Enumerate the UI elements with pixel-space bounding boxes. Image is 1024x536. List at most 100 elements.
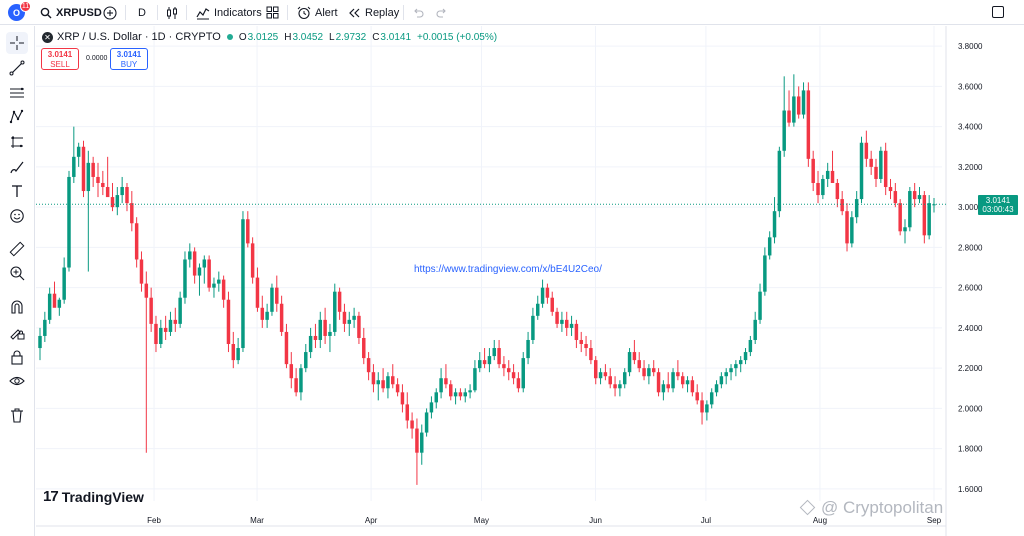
candle-body xyxy=(226,299,231,345)
tradingview-logo[interactable]: 17 TradingView xyxy=(43,488,144,505)
candle-body xyxy=(178,297,182,324)
ruler-tool[interactable] xyxy=(6,238,28,260)
candle-body xyxy=(362,337,366,359)
x-tick-label: Mar xyxy=(250,516,264,525)
candle-body xyxy=(709,392,714,405)
interval-button[interactable]: D xyxy=(138,0,146,25)
text-tool[interactable] xyxy=(6,180,28,202)
candle-body xyxy=(410,420,414,429)
alert-label: Alert xyxy=(315,6,338,19)
open-value: 3.0125 xyxy=(247,31,279,43)
candle-body xyxy=(125,187,129,204)
candle-body xyxy=(821,178,825,196)
layouts-button[interactable] xyxy=(266,0,279,25)
candle-body xyxy=(76,146,81,157)
projection-tool[interactable] xyxy=(6,131,28,153)
fib-tool[interactable] xyxy=(6,82,28,104)
candle-body xyxy=(516,378,521,389)
price-chart[interactable]: 3.8000 3.6000 3.4000 3.2000 3.0000 2.8000 2.60… xyxy=(36,26,1024,536)
redo-button[interactable] xyxy=(436,0,448,25)
indicators-icon xyxy=(196,7,210,19)
candle-body xyxy=(816,182,820,196)
sell-button[interactable]: 3.0141 SELL xyxy=(41,48,79,70)
candle-body xyxy=(627,352,632,373)
candle-body xyxy=(115,195,120,208)
candle-body xyxy=(879,150,883,179)
magnet-tool[interactable] xyxy=(6,296,28,318)
buy-button[interactable]: 3.0141 BUY xyxy=(110,48,148,70)
candle-body xyxy=(415,428,419,453)
sell-label: SELL xyxy=(50,60,70,69)
candle-body xyxy=(207,259,211,288)
candle-body xyxy=(86,162,91,192)
candle-body xyxy=(589,348,593,361)
candle-body xyxy=(680,376,685,385)
candle-body xyxy=(912,191,917,200)
xrp-logo-icon: ✕ xyxy=(42,31,53,43)
compare-symbol-button[interactable] xyxy=(103,0,117,25)
candle-body xyxy=(134,223,139,260)
symbol-search-button[interactable]: XRPUSD xyxy=(40,0,102,25)
lock-icon xyxy=(11,350,23,365)
projection-icon xyxy=(11,136,23,148)
candle-body xyxy=(260,307,265,320)
candle-body xyxy=(883,150,888,188)
trendline-tool[interactable] xyxy=(6,57,28,79)
candle-body xyxy=(685,380,690,385)
candle-body xyxy=(622,372,627,385)
candle-body xyxy=(352,315,356,320)
candle-body xyxy=(308,335,313,353)
candle-body xyxy=(284,331,289,365)
y-tick-label: 3.4000 xyxy=(958,123,983,132)
candle-body xyxy=(139,259,144,284)
candle-body xyxy=(192,251,197,276)
candle-body xyxy=(845,211,849,244)
eye-icon xyxy=(9,376,25,386)
snapshot-url[interactable]: https://www.tradingview.com/x/bE4U2Ceo/ xyxy=(414,264,602,275)
candle-body xyxy=(120,187,124,196)
y-tick-label: 3.8000 xyxy=(958,42,983,51)
indicators-button[interactable]: Indicators xyxy=(196,0,262,25)
candle-body xyxy=(478,360,482,369)
y-tick-label: 2.6000 xyxy=(958,284,983,293)
candle-body xyxy=(526,339,530,359)
alert-button[interactable]: Alert xyxy=(297,0,338,25)
candle-body xyxy=(47,293,52,320)
candle-body xyxy=(439,378,443,393)
candle-body xyxy=(550,297,554,312)
eye-tool[interactable] xyxy=(6,370,28,392)
indicators-label: Indicators xyxy=(214,6,262,19)
symbol-title[interactable]: XRP / U.S. Dollar · 1D · CRYPTO xyxy=(57,31,221,43)
watermark-logo-icon xyxy=(799,499,816,516)
brand-label: TradingView xyxy=(61,488,144,505)
lock-tool[interactable] xyxy=(6,346,28,368)
candle-body xyxy=(43,319,47,336)
pattern-tool[interactable] xyxy=(6,106,28,128)
trash-tool[interactable] xyxy=(6,404,28,426)
candle-body xyxy=(289,364,294,379)
open-label: O xyxy=(238,31,247,43)
candle-body xyxy=(864,142,869,159)
trash-icon xyxy=(11,408,23,423)
undo-button[interactable] xyxy=(412,0,424,25)
chart-type-button[interactable] xyxy=(165,0,179,25)
candle-body xyxy=(72,156,76,177)
crosshair-tool[interactable] xyxy=(6,32,28,54)
brush-tool[interactable] xyxy=(6,156,28,178)
candle-body xyxy=(323,319,327,336)
candle-body xyxy=(738,360,743,365)
candle-body xyxy=(763,255,767,292)
lock-drawings-tool[interactable] xyxy=(6,321,28,343)
candle-body xyxy=(511,372,516,379)
candle-body xyxy=(168,319,173,332)
candle-body xyxy=(898,203,902,232)
bar-countdown: 03:00:43 xyxy=(982,205,1014,214)
candle-body xyxy=(304,352,308,369)
low-value: 2.9732 xyxy=(335,31,367,43)
candle-body xyxy=(564,319,569,328)
replay-button[interactable]: Replay xyxy=(347,0,399,25)
emoji-tool[interactable] xyxy=(6,205,28,227)
drawing-toolbar xyxy=(0,26,35,536)
zoom-tool[interactable] xyxy=(6,262,28,284)
fullscreen-icon[interactable] xyxy=(992,6,1004,18)
